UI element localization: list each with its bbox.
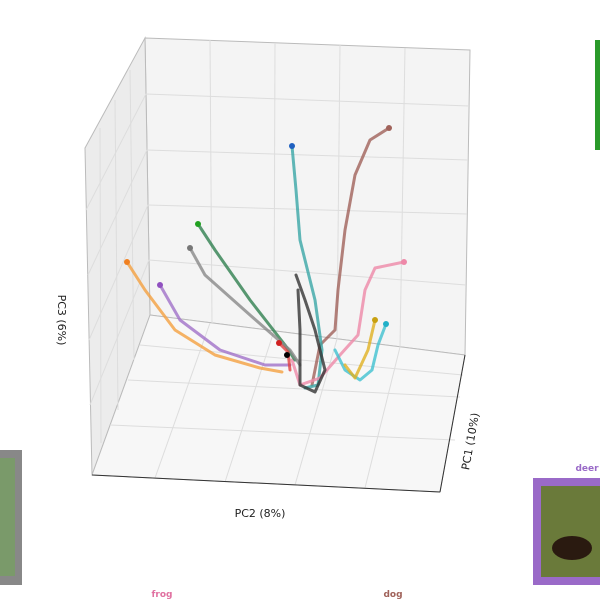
- trajectory-ends: [124, 125, 407, 358]
- caption-frog: frog: [152, 590, 173, 600]
- thumbnail-right: [533, 478, 600, 585]
- trajectories: [125, 126, 406, 394]
- thumbnail-left: [0, 450, 22, 585]
- progress-bar: [595, 40, 600, 150]
- caption-deer: deer: [575, 464, 599, 474]
- axes-box: [84, 36, 471, 493]
- z-axis-label: PC3 (6%): [55, 295, 68, 346]
- y-axis-label: PC2 (8%): [235, 507, 286, 520]
- caption-dog: dog: [383, 590, 402, 600]
